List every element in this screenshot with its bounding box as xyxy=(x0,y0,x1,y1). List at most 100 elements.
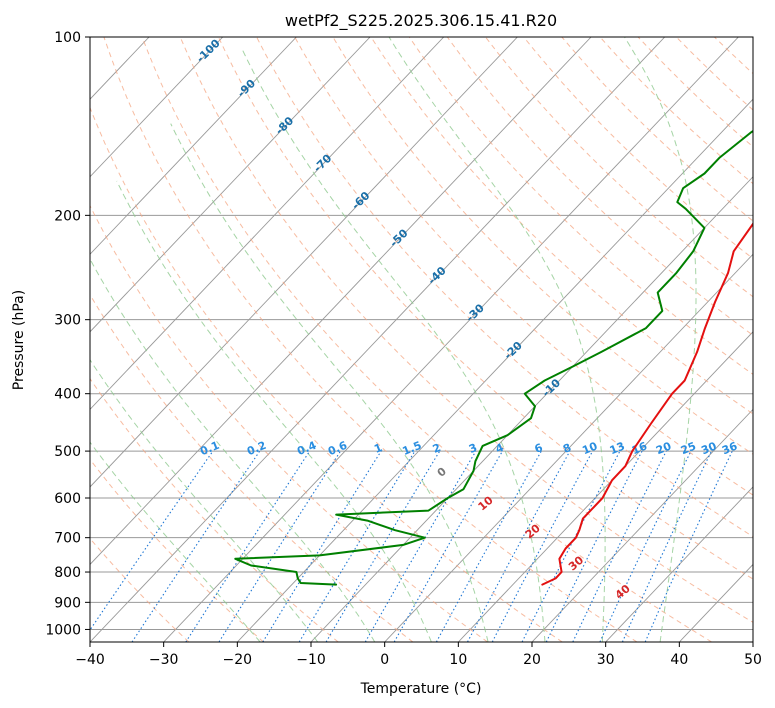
isotherm-line xyxy=(237,98,753,642)
moist-adiabat xyxy=(241,49,546,642)
x-tick-label: 0 xyxy=(380,652,389,668)
x-tick-label: 20 xyxy=(523,652,541,668)
dry-adiabat xyxy=(370,37,753,415)
mixing-ratio-line xyxy=(467,450,571,642)
mixing-ratio-label: 36 xyxy=(720,439,739,457)
dry-adiabat xyxy=(90,537,190,642)
mixing-ratio-line xyxy=(545,450,643,642)
mixing-ratio-label: 13 xyxy=(608,440,627,458)
mixing-ratio-label: 4 xyxy=(494,441,506,456)
isotherm-line xyxy=(679,563,753,642)
mixing-ratio-line xyxy=(491,450,594,642)
mixing-ratio-label: 2 xyxy=(431,441,443,456)
mixing-ratio-line xyxy=(599,450,692,642)
isotherm-line xyxy=(163,37,739,642)
dry-adiabat xyxy=(752,37,753,39)
mixing-ratio-label: 0.6 xyxy=(326,439,349,458)
dry-adiabat xyxy=(103,37,638,642)
x-tick-label: −30 xyxy=(149,652,179,668)
mixing-ratio-line xyxy=(644,450,733,642)
dry-adiabat xyxy=(90,293,414,642)
moist-adiabat-label: 10 xyxy=(476,493,496,513)
x-tick-label: −20 xyxy=(223,652,253,668)
dry-adiabat xyxy=(714,37,753,75)
y-tick-label: 700 xyxy=(54,531,81,547)
y-tick-label: 100 xyxy=(54,30,81,46)
moist-adiabat xyxy=(170,123,489,642)
isotherm-line xyxy=(90,37,518,488)
dry-adiabat xyxy=(294,37,753,496)
mixing-ratio-label: 30 xyxy=(699,439,718,457)
dry-adiabat xyxy=(90,106,563,642)
y-tick-label: 1000 xyxy=(45,622,81,638)
isotherm-line xyxy=(90,37,445,411)
dewpoint-profile-line xyxy=(234,129,753,586)
mixing-ratio-line xyxy=(262,450,382,642)
isotherm-line xyxy=(90,37,297,255)
mixing-ratio-line xyxy=(218,450,341,642)
isotherm-line xyxy=(384,253,753,642)
y-tick-label: 200 xyxy=(54,208,81,224)
mixing-ratio-line xyxy=(131,450,261,642)
dry-adiabat xyxy=(90,204,488,642)
plot-area: 0.1 0.2 0.4 0.6 1 1.5 2 3 4 6 8 10 13 16 20 25 30 36-100-… xyxy=(0,37,753,642)
dry-adiabat xyxy=(90,458,264,642)
isotherm-line xyxy=(90,37,224,178)
dry-adiabat xyxy=(179,37,753,623)
dry-adiabat xyxy=(637,37,753,148)
chart-title: wetPf2_S225.2025.306.15.41.R20 xyxy=(285,11,557,31)
moist-adiabat-label: 0 xyxy=(435,465,449,480)
mixing-ratio-line xyxy=(572,450,667,642)
moist-adiabat xyxy=(90,258,376,642)
mixing-ratio-label: 20 xyxy=(654,439,673,457)
moist-adiabat xyxy=(388,37,606,642)
isotherm-line xyxy=(605,486,753,642)
x-tick-label: 50 xyxy=(744,652,762,668)
temperature-profile-line xyxy=(541,222,753,586)
y-tick-label: 300 xyxy=(54,313,81,329)
dry-adiabat xyxy=(523,37,753,260)
mixing-ratio-line xyxy=(435,450,542,642)
isotherm-line xyxy=(531,408,753,642)
dry-adiabat xyxy=(485,37,753,298)
mixing-ratio-label: 0.2 xyxy=(245,439,268,458)
isotherm-line xyxy=(752,641,753,642)
moist-adiabat xyxy=(116,180,432,642)
mixing-ratio-line xyxy=(185,450,311,642)
y-tick-label: 500 xyxy=(54,444,81,460)
mixing-ratio-label: 16 xyxy=(630,439,649,457)
x-tick-label: 10 xyxy=(449,652,467,668)
axis-ticks: −40 −30 −20 −10 0 10 20 30 40 5010009008007006005… xyxy=(45,30,762,668)
x-tick-label: −40 xyxy=(75,652,105,668)
y-tick-label: 900 xyxy=(54,595,81,611)
isotherm-line xyxy=(458,331,753,642)
moist-adiabat xyxy=(90,441,261,642)
x-axis-title: Temperature (°C) xyxy=(360,681,482,697)
mixing-ratio-label: 6 xyxy=(533,441,545,456)
mixing-ratio-label: 1 xyxy=(372,441,384,456)
isotherm-line xyxy=(90,37,666,642)
isotherm-line xyxy=(90,37,592,566)
isotherm-line xyxy=(90,37,371,333)
x-tick-label: 40 xyxy=(670,652,688,668)
mixing-ratio-label: 10 xyxy=(580,439,599,457)
mixing-ratio-label: 1.5 xyxy=(401,439,424,458)
isotherm-line xyxy=(0,37,2,642)
plot-frame xyxy=(89,36,754,643)
mixing-ratio-label: 3 xyxy=(467,441,479,456)
mixing-ratio-label: 25 xyxy=(679,440,698,458)
mixing-ratio-line xyxy=(364,450,477,642)
mixing-ratio-line xyxy=(393,450,503,642)
dry-adiabat xyxy=(599,37,753,185)
y-tick-label: 800 xyxy=(54,565,81,581)
x-tick-label: −10 xyxy=(296,652,326,668)
dry-adiabat xyxy=(332,37,753,455)
dry-adiabat xyxy=(408,37,753,375)
moist-adiabat xyxy=(624,37,697,642)
y-tick-label: 600 xyxy=(54,491,81,507)
isotherm-line xyxy=(310,176,753,642)
x-tick-label: 30 xyxy=(597,652,615,668)
moist-adiabat-label: 30 xyxy=(566,553,586,573)
dry-adiabat xyxy=(561,37,753,222)
